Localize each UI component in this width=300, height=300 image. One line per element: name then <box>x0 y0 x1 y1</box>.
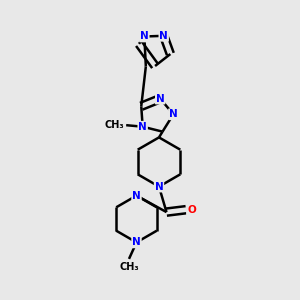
Text: N: N <box>138 122 147 132</box>
Text: N: N <box>169 109 178 119</box>
Text: CH₃: CH₃ <box>119 262 139 272</box>
Text: N: N <box>140 32 149 41</box>
Text: N: N <box>132 237 141 248</box>
Text: CH₃: CH₃ <box>104 120 124 130</box>
Text: N: N <box>132 190 141 201</box>
Text: N: N <box>154 182 164 192</box>
Text: N: N <box>159 31 168 41</box>
Text: O: O <box>187 205 196 215</box>
Text: N: N <box>156 94 165 103</box>
